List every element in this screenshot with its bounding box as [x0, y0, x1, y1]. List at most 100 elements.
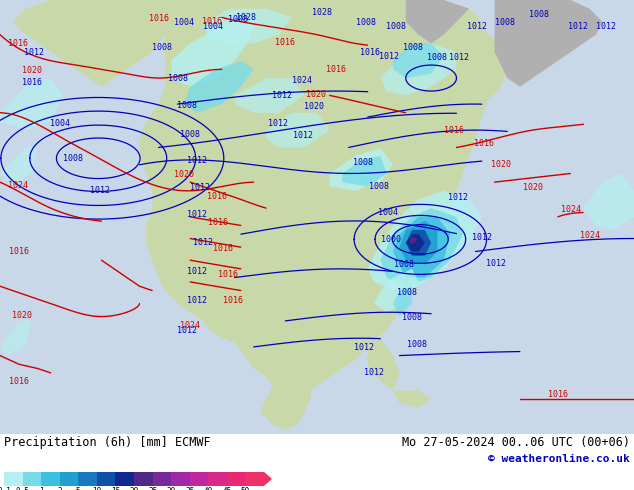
Text: 1012: 1012 — [293, 131, 313, 140]
Text: 1008: 1008 — [167, 74, 188, 82]
Polygon shape — [260, 386, 311, 429]
Text: 25: 25 — [148, 487, 157, 490]
Text: 1008: 1008 — [427, 53, 448, 62]
Text: 1008: 1008 — [495, 18, 515, 27]
Text: 1024: 1024 — [8, 181, 28, 190]
Text: 1008: 1008 — [63, 154, 83, 163]
Text: 1012: 1012 — [364, 368, 384, 377]
Text: 2: 2 — [58, 487, 62, 490]
Text: 1008: 1008 — [397, 288, 417, 297]
Polygon shape — [330, 147, 393, 191]
Text: 1016: 1016 — [218, 270, 238, 279]
Bar — [227, 472, 245, 486]
Polygon shape — [393, 217, 450, 277]
Text: 1008: 1008 — [152, 43, 172, 52]
Bar — [97, 472, 115, 486]
Text: 1008: 1008 — [529, 10, 549, 19]
Polygon shape — [393, 44, 444, 78]
Text: 1012: 1012 — [268, 119, 288, 128]
Text: 0.5: 0.5 — [16, 487, 30, 490]
Text: 1008: 1008 — [403, 43, 424, 52]
Text: 1012: 1012 — [193, 238, 213, 247]
Text: 1016: 1016 — [9, 377, 29, 386]
Text: 1016: 1016 — [202, 17, 222, 26]
Bar — [245, 472, 264, 486]
Bar — [209, 472, 227, 486]
Bar — [78, 472, 97, 486]
Text: 45: 45 — [223, 487, 231, 490]
Text: 1016: 1016 — [148, 14, 169, 23]
Text: 1024: 1024 — [180, 321, 200, 330]
Text: 1020: 1020 — [491, 160, 511, 169]
Bar — [41, 472, 60, 486]
Polygon shape — [342, 156, 387, 187]
Text: 1012: 1012 — [177, 326, 197, 335]
Text: © weatheronline.co.uk: © weatheronline.co.uk — [488, 454, 630, 464]
Text: 1020: 1020 — [174, 170, 194, 179]
Text: 1020: 1020 — [22, 66, 42, 75]
Polygon shape — [368, 191, 482, 291]
Text: 1008: 1008 — [180, 130, 200, 139]
Text: 1008: 1008 — [402, 313, 422, 322]
Polygon shape — [235, 78, 304, 113]
Text: 30: 30 — [167, 487, 176, 490]
Text: 1012: 1012 — [186, 295, 207, 305]
Text: 5: 5 — [76, 487, 81, 490]
Text: 1016: 1016 — [9, 247, 29, 256]
Polygon shape — [495, 0, 602, 87]
Bar — [4, 472, 23, 486]
Polygon shape — [266, 113, 330, 147]
Text: 1016: 1016 — [223, 295, 243, 305]
Text: 1012: 1012 — [272, 91, 292, 100]
Text: 1024: 1024 — [292, 76, 312, 85]
Polygon shape — [399, 221, 437, 265]
Bar — [134, 472, 153, 486]
Bar — [60, 472, 78, 486]
Text: 1016: 1016 — [444, 125, 464, 135]
Text: 1016: 1016 — [8, 39, 28, 48]
Bar — [171, 472, 190, 486]
Text: 1016: 1016 — [208, 218, 228, 226]
Text: 35: 35 — [185, 487, 195, 490]
Polygon shape — [368, 338, 399, 390]
Polygon shape — [203, 9, 292, 44]
Text: 1012: 1012 — [596, 23, 616, 31]
Text: 1008: 1008 — [228, 15, 248, 24]
Text: 10: 10 — [92, 487, 101, 490]
Polygon shape — [13, 0, 165, 87]
Text: 1012: 1012 — [186, 156, 207, 165]
Polygon shape — [184, 61, 254, 113]
Polygon shape — [583, 173, 634, 230]
Text: 1016: 1016 — [548, 390, 568, 399]
Text: 0.1: 0.1 — [0, 487, 11, 490]
Text: 1020: 1020 — [522, 183, 543, 192]
Polygon shape — [0, 147, 38, 187]
Text: 1028: 1028 — [236, 13, 256, 22]
Text: 1008: 1008 — [369, 182, 389, 191]
Text: 1016: 1016 — [360, 49, 380, 57]
Text: 1004: 1004 — [174, 18, 194, 27]
Polygon shape — [374, 269, 418, 312]
Bar — [153, 472, 171, 486]
Polygon shape — [406, 230, 431, 256]
Text: 1: 1 — [39, 487, 44, 490]
Text: 1012: 1012 — [568, 23, 588, 31]
Text: 1024: 1024 — [560, 204, 581, 214]
Text: 1020: 1020 — [304, 102, 324, 111]
Text: 1012: 1012 — [467, 22, 487, 30]
Text: 1012: 1012 — [190, 183, 210, 192]
Text: 1008: 1008 — [394, 260, 415, 269]
Text: 1016: 1016 — [275, 38, 295, 47]
Text: 1020: 1020 — [306, 90, 326, 99]
Text: 1000: 1000 — [380, 235, 401, 244]
Polygon shape — [393, 286, 412, 317]
Text: 1004: 1004 — [203, 22, 223, 30]
Polygon shape — [406, 234, 425, 251]
Text: 50: 50 — [241, 487, 250, 490]
Text: 1008: 1008 — [356, 18, 377, 27]
Polygon shape — [380, 208, 463, 286]
Text: Precipitation (6h) [mm] ECMWF: Precipitation (6h) [mm] ECMWF — [4, 436, 210, 449]
Text: 40: 40 — [204, 487, 213, 490]
Bar — [23, 472, 41, 486]
Text: 1012: 1012 — [90, 186, 110, 196]
